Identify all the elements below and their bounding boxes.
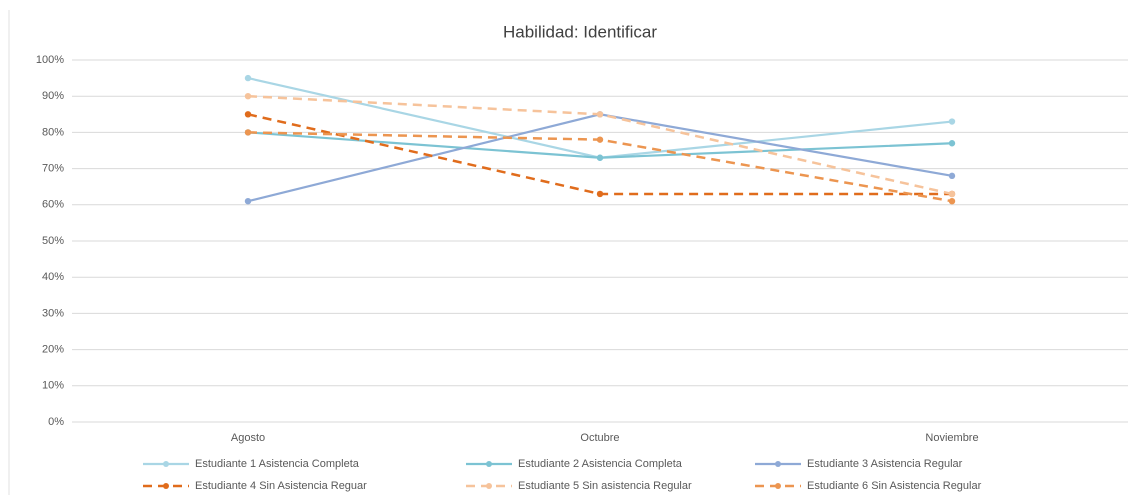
data-point	[596, 111, 604, 118]
data-point	[244, 93, 252, 100]
chart-title: Habilidad: Identificar	[503, 22, 657, 41]
data-point	[948, 172, 956, 180]
data-point	[948, 118, 956, 125]
series-line	[247, 131, 953, 159]
data-point	[948, 197, 956, 205]
legend-label: Estudiante 2 Asistencia Completa	[518, 458, 683, 470]
data-point	[596, 136, 604, 143]
legend-marker	[163, 461, 169, 467]
legend-label: Estudiante 3 Asistencia Regular	[807, 458, 963, 470]
data-point	[948, 190, 956, 198]
legend-label: Estudiante 4 Sin Asistencia Reguar	[195, 480, 367, 492]
y-tick-label: 70%	[42, 163, 64, 175]
data-point	[244, 129, 252, 136]
y-tick-label: 90%	[42, 90, 64, 102]
data-point	[244, 111, 252, 118]
x-tick-label: Octubre	[580, 432, 619, 444]
y-tick-label: 60%	[42, 199, 64, 211]
data-point	[244, 74, 252, 82]
data-point	[948, 140, 956, 147]
y-tick-label: 80%	[42, 126, 64, 138]
y-tick-label: 100%	[36, 54, 64, 66]
y-tick-label: 10%	[42, 380, 64, 392]
x-tick-label: Noviembre	[925, 432, 978, 444]
data-point	[244, 197, 252, 205]
y-tick-label: 20%	[42, 344, 64, 356]
series-line	[247, 94, 953, 196]
y-tick-label: 30%	[42, 307, 64, 319]
legend-marker	[163, 483, 169, 489]
legend-marker	[486, 461, 492, 467]
legend-marker	[486, 483, 492, 489]
data-point	[596, 154, 604, 161]
legend-marker	[775, 483, 781, 489]
legend-label: Estudiante 1 Asistencia Completa	[195, 458, 360, 470]
series-line	[247, 77, 953, 159]
y-tick-label: 0%	[48, 416, 64, 428]
x-tick-label: Agosto	[231, 432, 265, 444]
data-point	[596, 190, 604, 198]
y-tick-label: 50%	[42, 235, 64, 247]
legend-marker	[775, 461, 781, 467]
legend-label: Estudiante 6 Sin Asistencia Regular	[807, 480, 982, 492]
y-tick-label: 40%	[42, 271, 64, 283]
legend-label: Estudiante 5 Sin asistencia Regular	[518, 480, 692, 492]
